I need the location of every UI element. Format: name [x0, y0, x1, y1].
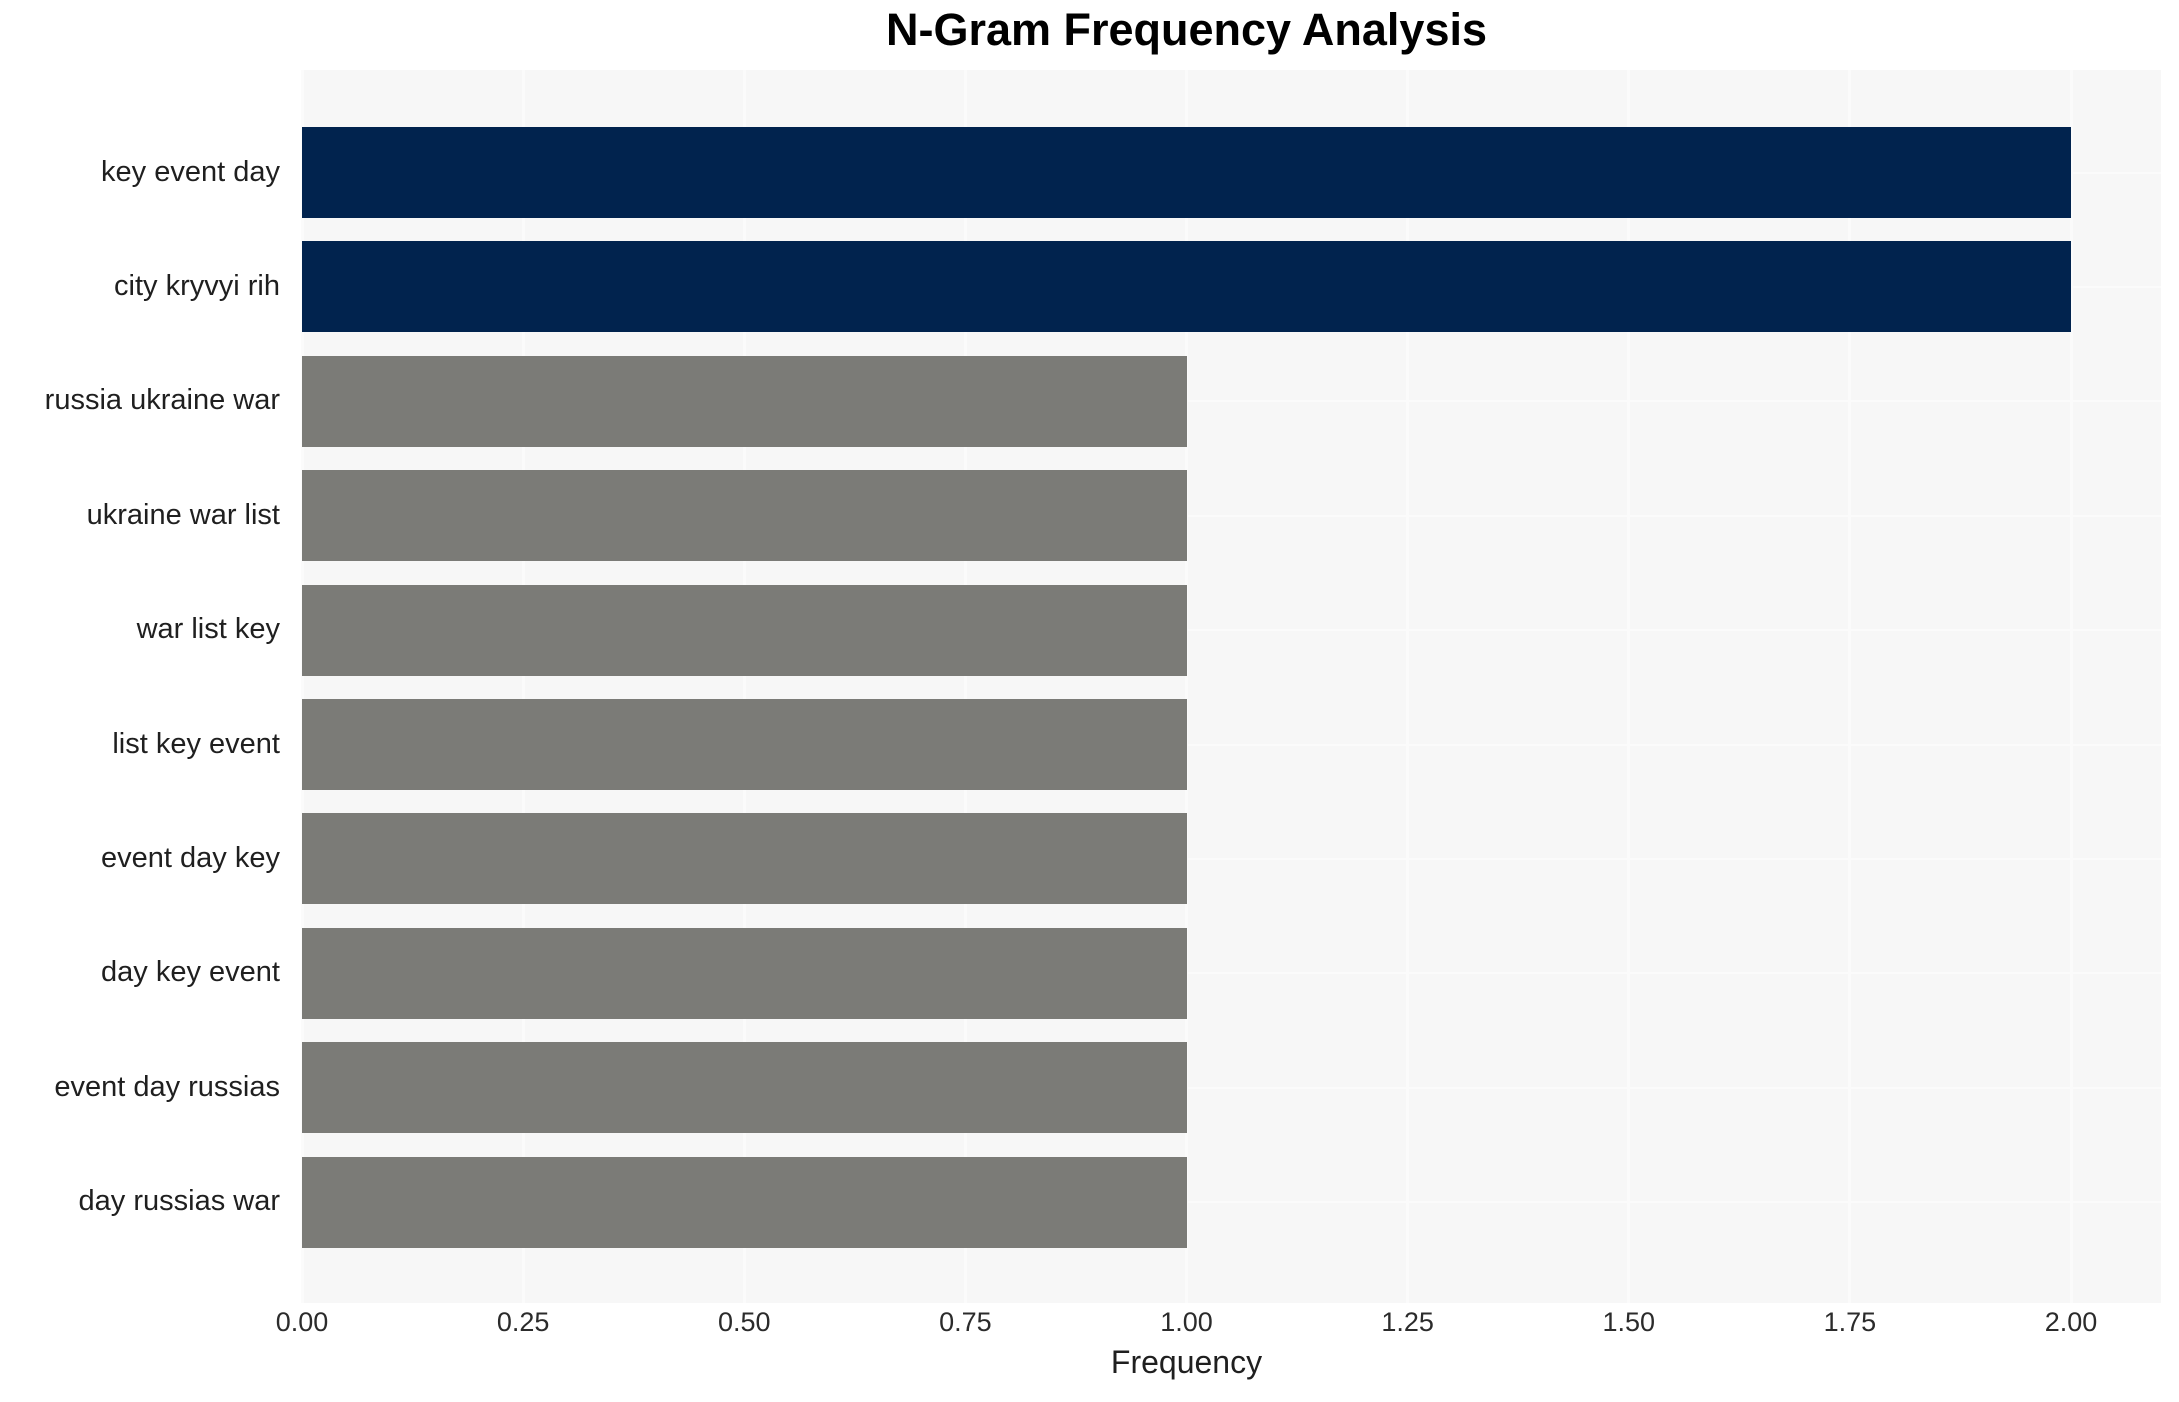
y-tick-label: day key event [101, 956, 280, 989]
vertical-gridline [300, 70, 304, 1303]
y-tick-label: city kryvyi rih [114, 269, 280, 302]
bar-day-russias-war [302, 1156, 1187, 1248]
y-tick-label: key event day [101, 155, 280, 188]
horizontal-gridline [302, 1086, 2161, 1089]
x-tick-label: 1.25 [1381, 1307, 1434, 1337]
y-axis-tick-labels: key event day city kryvyi rih russia ukrai… [0, 70, 290, 1303]
bar-day-key-event [302, 927, 1187, 1019]
y-tick-label: list key event [112, 727, 280, 760]
vertical-gridline [2069, 70, 2073, 1303]
vertical-gridline [963, 70, 967, 1303]
horizontal-gridline [302, 857, 2161, 860]
bar-ukraine-war-list [302, 470, 1187, 562]
y-tick-label: russia ukraine war [44, 384, 280, 417]
chart-title: N-Gram Frequency Analysis [885, 4, 1488, 55]
y-tick-label: day russias war [78, 1185, 280, 1218]
bar-city-kryvyi-rih [302, 241, 2071, 333]
vertical-gridline [521, 70, 525, 1303]
vertical-gridline [1627, 70, 1631, 1303]
x-tick-label: 0.00 [275, 1307, 329, 1337]
vertical-gridline [1848, 70, 1852, 1303]
bar-event-day-russias [302, 1042, 1187, 1134]
y-tick-label: event day russias [54, 1070, 280, 1103]
bar-event-day-key [302, 813, 1187, 905]
vertical-gridline [1185, 70, 1188, 1303]
x-axis-tick-labels: 0.00 0.25 0.50 0.75 1.00 1.25 1.50 1.75 2.00 [0, 1307, 2179, 1343]
bar-key-event-day [302, 127, 2071, 218]
x-tick-label: 1.75 [1823, 1307, 1877, 1337]
vertical-gridline [742, 70, 746, 1303]
horizontal-gridline [302, 972, 2161, 975]
y-tick-label: event day key [101, 841, 280, 874]
x-tick-label: 0.50 [717, 1307, 771, 1337]
horizontal-gridline [302, 514, 2161, 517]
horizontal-gridline [302, 1201, 2161, 1204]
y-tick-label: ukraine war list [86, 498, 280, 531]
x-tick-label: 1.50 [1602, 1307, 1656, 1337]
x-axis-title: Frequency [1110, 1344, 1263, 1380]
y-tick-label: war list key [136, 613, 280, 646]
bar-russia-ukraine-war [302, 355, 1187, 447]
bar-list-key-event [302, 699, 1187, 790]
horizontal-gridline [302, 400, 2161, 403]
plot-area [300, 70, 2161, 1303]
horizontal-gridline [302, 743, 2161, 746]
x-tick-label: 0.75 [939, 1307, 992, 1337]
vertical-gridline [1406, 70, 1410, 1303]
bar-war-list-key [302, 584, 1187, 676]
x-tick-label: 1.00 [1160, 1307, 1213, 1337]
x-tick-label: 2.00 [2044, 1307, 2098, 1337]
x-tick-label: 0.25 [496, 1307, 550, 1337]
horizontal-gridline [302, 629, 2161, 632]
